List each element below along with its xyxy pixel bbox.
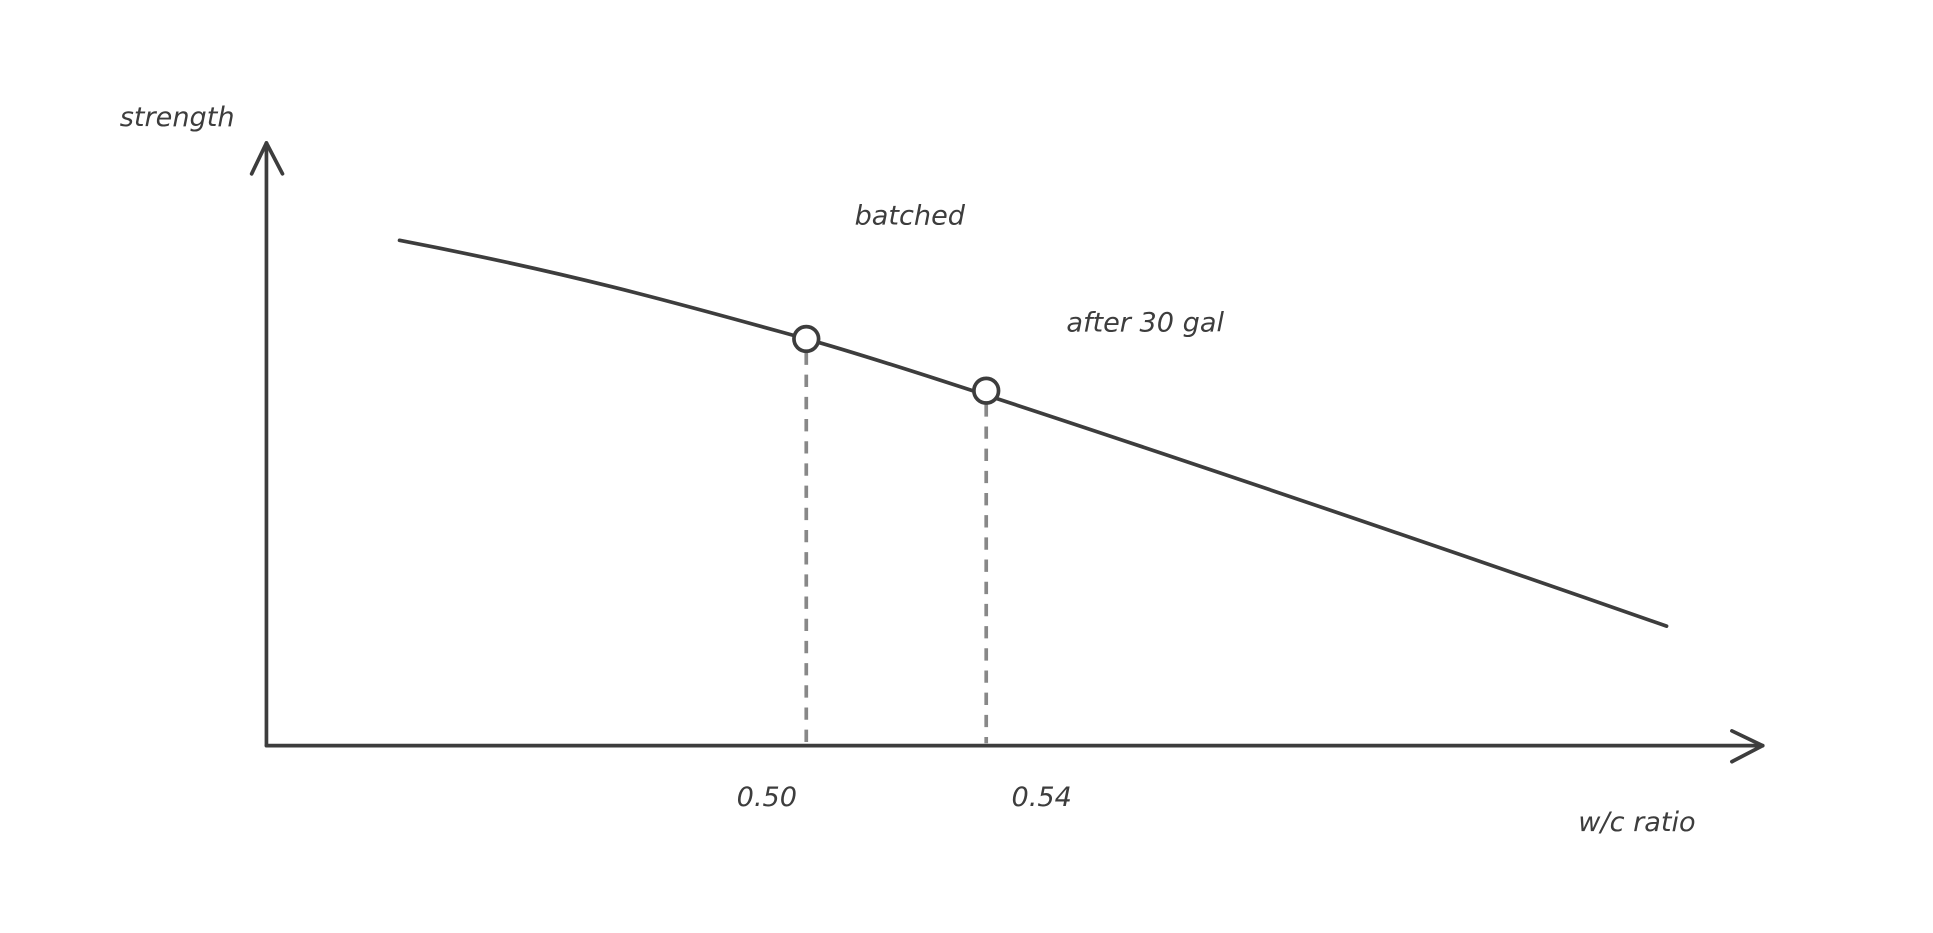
y-axis-label: strength — [120, 102, 235, 133]
x-axis-arrow — [1730, 729, 1765, 764]
x-axis-label: w/c ratio — [1578, 807, 1695, 838]
axes — [249, 141, 1765, 764]
curve — [397, 238, 1669, 628]
guides — [804, 352, 989, 744]
point — [792, 324, 821, 354]
point — [972, 376, 1001, 405]
annotation: batched — [855, 200, 966, 231]
marker-label: 0.50 — [737, 782, 797, 813]
y-axis-arrow — [249, 141, 285, 176]
marker-label: 0.54 — [1011, 782, 1071, 813]
annotation: after 30 gal — [1066, 308, 1224, 339]
